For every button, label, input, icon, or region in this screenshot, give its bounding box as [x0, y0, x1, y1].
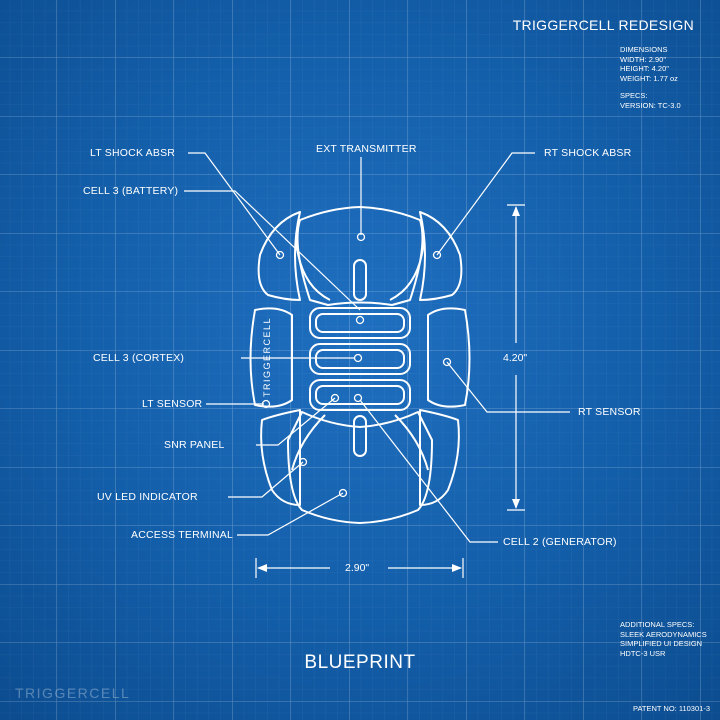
patent-number: PATENT NO: 110301-3	[633, 704, 710, 713]
dimensions-heading: DIMENSIONS	[620, 45, 668, 54]
label-cell3-cortex: CELL 3 (CORTEX)	[93, 352, 185, 364]
width-dimension	[255, 558, 464, 578]
device-body	[249, 206, 471, 524]
leader-access-terminal	[237, 492, 344, 536]
leader-generator	[359, 399, 498, 543]
label-rt-sensor: RT SENSOR	[578, 406, 641, 418]
dot-ext-transmitter	[356, 232, 366, 242]
dot-battery	[355, 315, 365, 325]
transmitter-slot	[353, 259, 367, 301]
label-rt-shock: RT SHOCK ABSR	[544, 147, 632, 159]
specs-version: VERSION: TC-3.0	[620, 100, 681, 110]
cell-generator	[309, 379, 411, 411]
brand-watermark: TRIGGERCELL	[15, 685, 131, 701]
device-side-text: TRIGGERCELL	[262, 316, 272, 398]
width-dimension-label: 2.90"	[345, 562, 370, 574]
additional-spec-2: SIMPLIFIED UI DESIGN	[620, 639, 703, 648]
dot-snr-panel	[330, 393, 340, 403]
cell-generator-inner	[315, 385, 405, 405]
dot-rt-sensor	[442, 357, 452, 367]
dot-cortex	[353, 353, 363, 363]
dimension-width: WIDTH: 2.90"	[620, 54, 667, 64]
blueprint-title: BLUEPRINT	[304, 652, 416, 673]
dot-lt-shock	[275, 250, 285, 260]
right-upper-arm	[389, 239, 425, 301]
dot-uv-led	[298, 457, 308, 467]
dimensions-block: DIMENSIONS WIDTH: 2.90" HEIGHT: 4.20" WE…	[620, 45, 678, 83]
right-shock-absorber	[419, 211, 463, 301]
dot-generator	[353, 393, 363, 403]
additional-specs-block: ADDITIONAL SPECS: SLEEK AERODYNAMICS SIM…	[620, 620, 707, 658]
specs-heading: SPECS:	[620, 91, 648, 100]
center-bottom-shell	[287, 411, 433, 524]
dimension-weight: WEIGHT: 1.77 oz	[620, 73, 678, 83]
left-upper-arm	[295, 239, 331, 301]
specs-block: SPECS: VERSION: TC-3.0	[620, 91, 681, 110]
lower-slot	[353, 415, 367, 457]
right-lower-arm	[394, 414, 429, 471]
cell-cortex-inner	[315, 349, 405, 369]
leader-battery	[184, 190, 361, 311]
right-sensor	[427, 307, 471, 408]
leader-lt-shock	[188, 152, 281, 256]
left-lower-wing	[260, 409, 301, 506]
center-top-shell	[296, 206, 424, 306]
leader-lines	[184, 152, 570, 543]
left-sensor	[249, 307, 293, 408]
left-lower-arm	[291, 414, 326, 471]
dot-lt-sensor	[261, 399, 271, 409]
label-access-terminal: ACCESS TERMINAL	[131, 529, 233, 541]
leader-snr-panel	[256, 397, 336, 446]
cell-battery	[309, 307, 411, 339]
left-shock-absorber	[257, 211, 301, 301]
label-lt-shock: LT SHOCK ABSR	[90, 147, 176, 159]
cell-cortex	[309, 343, 411, 375]
label-cell2-generator: CELL 2 (GENERATOR)	[503, 536, 617, 548]
label-lt-sensor: LT SENSOR	[142, 398, 203, 410]
dot-rt-shock	[432, 250, 442, 260]
cell-battery-inner	[315, 313, 405, 333]
right-lower-wing	[419, 409, 460, 506]
leader-rt-sensor	[446, 361, 570, 413]
leader-rt-shock	[436, 152, 535, 256]
page-title: TRIGGERCELL REDESIGN	[512, 17, 694, 33]
label-ext-transmitter: EXT TRANSMITTER	[316, 143, 417, 155]
height-dimension	[507, 204, 525, 511]
additional-spec-1: SLEEK AERODYNAMICS	[620, 629, 707, 639]
dot-access-terminal	[338, 488, 348, 498]
dimension-height: HEIGHT: 4.20"	[620, 64, 669, 73]
height-dimension-label: 4.20"	[503, 352, 528, 364]
label-cell3-battery: CELL 3 (BATTERY)	[83, 185, 179, 197]
label-snr-panel: SNR PANEL	[164, 439, 225, 451]
additional-specs-heading: ADDITIONAL SPECS:	[620, 620, 695, 629]
label-uv-led: UV LED INDICATOR	[97, 491, 198, 503]
additional-spec-3: HDTC-3 USR	[620, 648, 666, 658]
